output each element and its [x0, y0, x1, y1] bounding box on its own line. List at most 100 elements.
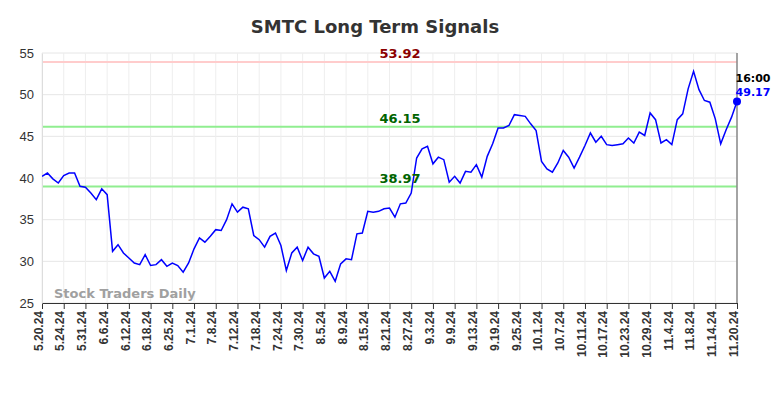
tick-label: 6.12.24	[119, 311, 133, 351]
grid-line	[42, 53, 43, 303]
grid-line	[259, 53, 260, 303]
grid-line	[606, 53, 607, 303]
tick: 10.17.24	[596, 303, 610, 358]
end-time: 16:00	[735, 72, 770, 85]
tick: 10.1.24	[531, 303, 545, 351]
tick: 11.14.24	[705, 303, 719, 357]
tick-label: 35	[20, 212, 34, 227]
tick: 7.8.24	[205, 303, 219, 344]
tick-label: 10.11.24	[575, 311, 589, 357]
tick-mark	[411, 303, 412, 309]
tick-label: 9.19.24	[488, 311, 502, 351]
tick: 8.9.24	[336, 303, 350, 344]
tick-mark	[129, 303, 130, 309]
y-axis: 25303540455055	[20, 46, 43, 311]
plot: Stock Traders Daily5.20.245.24.245.31.24…	[20, 46, 771, 358]
tick: 9.9.24	[444, 303, 458, 344]
axis-line	[42, 54, 43, 304]
tick: 9.3.24	[423, 303, 437, 344]
tick: 8.27.24	[401, 303, 415, 351]
grid-line	[693, 53, 694, 303]
tick-label: 8.5.24	[314, 311, 328, 345]
tick-label: 9.3.24	[423, 311, 437, 345]
tick-mark	[520, 303, 521, 309]
grid-line	[584, 53, 585, 303]
tick: 8.15.24	[357, 303, 371, 351]
tick: 9.13.24	[466, 303, 480, 351]
grid-line	[715, 53, 716, 303]
tick-mark	[433, 303, 434, 309]
reference-label: 46.15	[379, 111, 420, 126]
tick: 10.23.24	[618, 303, 632, 358]
grid-line	[63, 53, 64, 303]
grid-line	[628, 53, 629, 303]
grid-line	[324, 53, 325, 303]
grid-line	[367, 53, 368, 303]
grid-line	[563, 53, 564, 303]
tick-label: 30	[20, 254, 34, 269]
grid-line	[280, 53, 281, 303]
grid-line	[237, 53, 238, 303]
tick-label: 10.17.24	[596, 311, 610, 358]
grid-line	[346, 53, 347, 303]
tick-label: 6.6.24	[97, 311, 111, 345]
tick: 10.29.24	[640, 303, 654, 358]
tick: 25	[20, 296, 42, 311]
last-point	[733, 98, 741, 106]
x-axis: 5.20.245.24.245.31.246.6.246.12.246.18.2…	[32, 303, 741, 358]
series	[42, 71, 737, 281]
tick-label: 9.25.24	[510, 311, 524, 351]
tick-mark	[542, 303, 543, 309]
tick-mark	[563, 303, 564, 309]
tick-mark	[585, 303, 586, 309]
tick-label: 50	[20, 87, 34, 102]
tick: 6.6.24	[97, 303, 111, 344]
tick-label: 40	[20, 171, 34, 186]
tick-label: 7.18.24	[249, 311, 263, 351]
tick-label: 7.12.24	[227, 311, 241, 351]
tick: 10.7.24	[553, 303, 567, 351]
tick-label: 7.24.24	[271, 311, 285, 351]
tick-label: 5.20.24	[32, 311, 46, 351]
watermark: Stock Traders Daily	[54, 286, 196, 301]
price-line	[42, 71, 737, 281]
grid-line	[498, 53, 499, 303]
tick: 35	[20, 212, 42, 227]
tick-mark	[715, 303, 716, 309]
tick: 7.30.24	[292, 303, 306, 351]
chart: Stock Traders Daily5.20.245.24.245.31.24…	[0, 0, 784, 398]
tick-label: 8.15.24	[357, 311, 371, 351]
tick-mark	[455, 303, 456, 309]
tick-mark	[607, 303, 608, 309]
tick-label: 11.8.24	[683, 311, 697, 351]
tick-mark	[107, 303, 108, 309]
tick: 6.18.24	[140, 303, 154, 351]
tick: 40	[20, 171, 42, 186]
tick-mark	[628, 303, 629, 309]
tick-mark	[346, 303, 347, 309]
grid-line	[85, 53, 86, 303]
grid	[42, 53, 737, 303]
grid-line	[650, 53, 651, 303]
grid-line	[454, 53, 455, 303]
tick-label: 6.18.24	[140, 311, 154, 351]
tick-label: 5.24.24	[53, 311, 67, 351]
tick: 9.19.24	[488, 303, 502, 351]
reference-label: 38.97	[379, 171, 420, 186]
tick-mark	[737, 303, 738, 309]
tick-label: 8.27.24	[401, 311, 415, 351]
tick: 30	[20, 254, 42, 269]
tick-mark	[368, 303, 369, 309]
tick-mark	[194, 303, 195, 309]
tick-label: 7.1.24	[184, 311, 198, 345]
tick-label: 11.4.24	[662, 311, 676, 351]
grid-line	[432, 53, 433, 303]
tick-mark	[498, 303, 499, 309]
grid-line	[172, 53, 173, 303]
tick-mark	[303, 303, 304, 309]
tick-mark	[390, 303, 391, 309]
reference-label: 53.92	[379, 46, 420, 61]
tick: 7.12.24	[227, 303, 241, 351]
tick: 45	[20, 129, 42, 144]
reference-line	[42, 186, 737, 188]
